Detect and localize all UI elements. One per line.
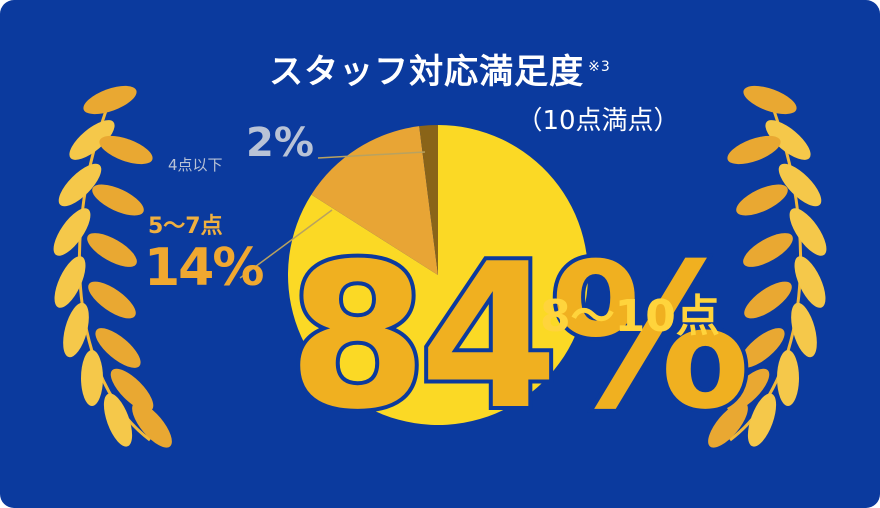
laurel-leaf — [791, 302, 817, 358]
laurel-left-icon — [53, 85, 172, 448]
slice-label-low-category: 4点以下 — [168, 156, 223, 174]
laurel-leaf — [83, 85, 137, 115]
pie-slice-mid — [311, 126, 438, 275]
slice-label-mid-category: 5〜7点 — [148, 214, 223, 239]
laurel-leaf — [794, 256, 826, 308]
laurel-leaf — [132, 402, 172, 448]
slice-label-main-value: 84% — [284, 221, 755, 454]
leader-line-low — [317, 151, 426, 159]
laurel-leaf — [777, 350, 799, 406]
slice-label-low-value: 2% — [246, 120, 314, 166]
laurel-leaf — [95, 328, 141, 368]
laurel-leaf — [739, 328, 785, 368]
laurel-leaf — [54, 256, 86, 308]
laurel-leaf — [743, 85, 797, 115]
laurel-leaf — [69, 120, 115, 160]
laurel-leaf — [765, 120, 811, 160]
laurel-leaf — [736, 184, 788, 216]
laurel-leaf — [87, 233, 137, 267]
laurel-right-icon — [708, 85, 827, 448]
laurel-leaf — [744, 281, 792, 319]
laurel-leaf — [63, 302, 89, 358]
laurel-leaf — [110, 368, 154, 412]
laurel-leaf — [789, 208, 827, 256]
chart-subtitle: （10点満点） — [516, 106, 680, 136]
chart-title: スタッフ対応満足度 ※3 — [269, 52, 611, 92]
laurel-leaf — [778, 163, 822, 207]
laurel-leaf — [81, 350, 103, 406]
laurel-leaf — [727, 135, 781, 165]
laurel-leaf — [58, 163, 102, 207]
laurel-leaf — [726, 368, 770, 412]
laurel-leaf — [708, 402, 748, 448]
laurel-leaf — [53, 208, 91, 256]
laurel-leaf — [747, 393, 777, 447]
laurel-leaf — [88, 281, 136, 319]
pie-slice-low — [419, 125, 438, 275]
leader-line-mid — [239, 209, 333, 279]
laurel-leaf — [92, 184, 144, 216]
title-note: ※3 — [588, 59, 611, 75]
laurel-leaf — [103, 393, 133, 447]
laurel-leaf — [99, 135, 153, 165]
slice-label-main-category: 8〜10点 — [540, 291, 720, 342]
laurel-leaf — [743, 233, 793, 267]
slice-label-mid-value: 14% — [144, 238, 264, 298]
